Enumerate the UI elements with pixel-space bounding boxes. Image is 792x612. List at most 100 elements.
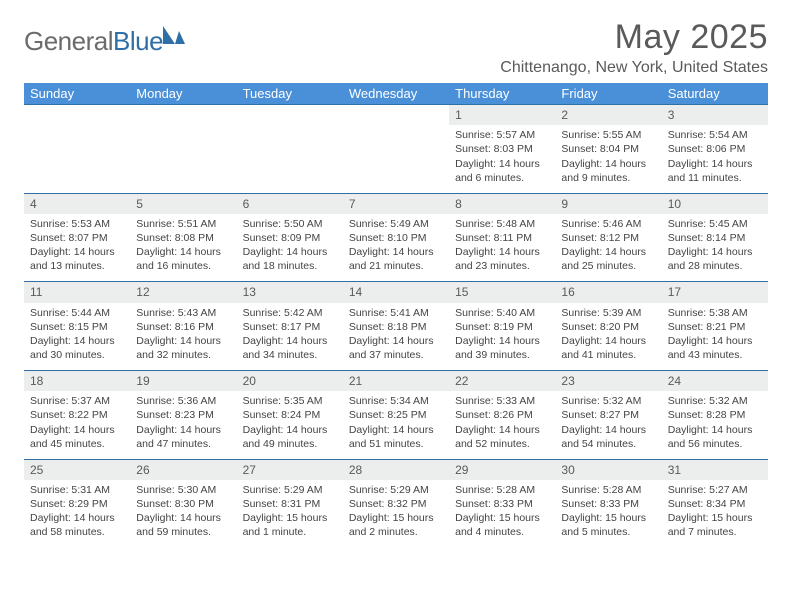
sunset-line: Sunset: 8:33 PM xyxy=(561,497,655,511)
sunrise-line: Sunrise: 5:43 AM xyxy=(136,306,230,320)
weekday-header: Monday xyxy=(130,83,236,105)
sunset-line: Sunset: 8:21 PM xyxy=(668,320,762,334)
day-number-cell: 7 xyxy=(343,193,449,214)
day-number-cell: 29 xyxy=(449,459,555,480)
sunrise-line: Sunrise: 5:55 AM xyxy=(561,128,655,142)
day-info-cell: Sunrise: 5:50 AMSunset: 8:09 PMDaylight:… xyxy=(237,214,343,282)
day-number-cell: 8 xyxy=(449,193,555,214)
sunrise-line: Sunrise: 5:44 AM xyxy=(30,306,124,320)
day-info-cell: Sunrise: 5:28 AMSunset: 8:33 PMDaylight:… xyxy=(449,480,555,548)
sunrise-line: Sunrise: 5:49 AM xyxy=(349,217,443,231)
day-number-cell: 28 xyxy=(343,459,449,480)
sunset-line: Sunset: 8:15 PM xyxy=(30,320,124,334)
sunset-line: Sunset: 8:17 PM xyxy=(243,320,337,334)
daylight-line: Daylight: 15 hours and 7 minutes. xyxy=(668,511,762,539)
calendar-table: Sunday Monday Tuesday Wednesday Thursday… xyxy=(24,83,768,548)
day-number-row: 25262728293031 xyxy=(24,459,768,480)
sunrise-line: Sunrise: 5:41 AM xyxy=(349,306,443,320)
logo-general: General xyxy=(24,26,113,56)
sunset-line: Sunset: 8:33 PM xyxy=(455,497,549,511)
sunset-line: Sunset: 8:11 PM xyxy=(455,231,549,245)
sunset-line: Sunset: 8:08 PM xyxy=(136,231,230,245)
day-number-cell: 24 xyxy=(662,371,768,392)
day-info-cell: Sunrise: 5:29 AMSunset: 8:32 PMDaylight:… xyxy=(343,480,449,548)
sunrise-line: Sunrise: 5:28 AM xyxy=(455,483,549,497)
day-number-cell: 27 xyxy=(237,459,343,480)
daylight-line: Daylight: 14 hours and 47 minutes. xyxy=(136,423,230,451)
sunset-line: Sunset: 8:09 PM xyxy=(243,231,337,245)
day-info-cell: Sunrise: 5:38 AMSunset: 8:21 PMDaylight:… xyxy=(662,303,768,371)
day-number-cell xyxy=(343,105,449,126)
sunrise-line: Sunrise: 5:28 AM xyxy=(561,483,655,497)
day-info-row: Sunrise: 5:37 AMSunset: 8:22 PMDaylight:… xyxy=(24,391,768,459)
sunrise-line: Sunrise: 5:45 AM xyxy=(668,217,762,231)
sunset-line: Sunset: 8:14 PM xyxy=(668,231,762,245)
day-number-cell: 4 xyxy=(24,193,130,214)
day-info-cell: Sunrise: 5:41 AMSunset: 8:18 PMDaylight:… xyxy=(343,303,449,371)
day-number-cell: 30 xyxy=(555,459,661,480)
day-number-cell: 9 xyxy=(555,193,661,214)
logo-sail-icon xyxy=(161,24,187,51)
day-info-cell: Sunrise: 5:57 AMSunset: 8:03 PMDaylight:… xyxy=(449,125,555,193)
day-info-cell: Sunrise: 5:28 AMSunset: 8:33 PMDaylight:… xyxy=(555,480,661,548)
day-number-cell: 17 xyxy=(662,282,768,303)
day-number-row: 18192021222324 xyxy=(24,371,768,392)
day-number-row: 123 xyxy=(24,105,768,126)
sunrise-line: Sunrise: 5:38 AM xyxy=(668,306,762,320)
day-number-cell: 26 xyxy=(130,459,236,480)
daylight-line: Daylight: 14 hours and 51 minutes. xyxy=(349,423,443,451)
daylight-line: Daylight: 14 hours and 41 minutes. xyxy=(561,334,655,362)
sunset-line: Sunset: 8:20 PM xyxy=(561,320,655,334)
sunset-line: Sunset: 8:29 PM xyxy=(30,497,124,511)
day-info-row: Sunrise: 5:44 AMSunset: 8:15 PMDaylight:… xyxy=(24,303,768,371)
sunset-line: Sunset: 8:22 PM xyxy=(30,408,124,422)
day-info-cell: Sunrise: 5:27 AMSunset: 8:34 PMDaylight:… xyxy=(662,480,768,548)
sunrise-line: Sunrise: 5:30 AM xyxy=(136,483,230,497)
daylight-line: Daylight: 14 hours and 18 minutes. xyxy=(243,245,337,273)
day-info-cell: Sunrise: 5:55 AMSunset: 8:04 PMDaylight:… xyxy=(555,125,661,193)
sunset-line: Sunset: 8:19 PM xyxy=(455,320,549,334)
day-number-cell: 19 xyxy=(130,371,236,392)
sunset-line: Sunset: 8:07 PM xyxy=(30,231,124,245)
day-info-cell: Sunrise: 5:35 AMSunset: 8:24 PMDaylight:… xyxy=(237,391,343,459)
daylight-line: Daylight: 14 hours and 37 minutes. xyxy=(349,334,443,362)
day-number-cell: 16 xyxy=(555,282,661,303)
sunset-line: Sunset: 8:27 PM xyxy=(561,408,655,422)
sunset-line: Sunset: 8:23 PM xyxy=(136,408,230,422)
daylight-line: Daylight: 14 hours and 16 minutes. xyxy=(136,245,230,273)
day-number-cell: 20 xyxy=(237,371,343,392)
day-number-cell: 1 xyxy=(449,105,555,126)
daylight-line: Daylight: 14 hours and 9 minutes. xyxy=(561,157,655,185)
sunrise-line: Sunrise: 5:42 AM xyxy=(243,306,337,320)
day-info-cell: Sunrise: 5:48 AMSunset: 8:11 PMDaylight:… xyxy=(449,214,555,282)
day-number-cell: 15 xyxy=(449,282,555,303)
day-info-cell: Sunrise: 5:45 AMSunset: 8:14 PMDaylight:… xyxy=(662,214,768,282)
day-info-cell: Sunrise: 5:44 AMSunset: 8:15 PMDaylight:… xyxy=(24,303,130,371)
sunset-line: Sunset: 8:30 PM xyxy=(136,497,230,511)
sunrise-line: Sunrise: 5:50 AM xyxy=(243,217,337,231)
logo: GeneralBlue xyxy=(24,18,187,57)
daylight-line: Daylight: 14 hours and 43 minutes. xyxy=(668,334,762,362)
day-number-cell: 11 xyxy=(24,282,130,303)
weekday-header: Tuesday xyxy=(237,83,343,105)
day-number-cell: 31 xyxy=(662,459,768,480)
day-number-cell: 23 xyxy=(555,371,661,392)
day-info-row: Sunrise: 5:57 AMSunset: 8:03 PMDaylight:… xyxy=(24,125,768,193)
day-number-cell: 21 xyxy=(343,371,449,392)
day-info-cell xyxy=(24,125,130,193)
day-info-cell: Sunrise: 5:49 AMSunset: 8:10 PMDaylight:… xyxy=(343,214,449,282)
daylight-line: Daylight: 14 hours and 56 minutes. xyxy=(668,423,762,451)
day-info-cell: Sunrise: 5:46 AMSunset: 8:12 PMDaylight:… xyxy=(555,214,661,282)
daylight-line: Daylight: 15 hours and 5 minutes. xyxy=(561,511,655,539)
day-info-cell: Sunrise: 5:53 AMSunset: 8:07 PMDaylight:… xyxy=(24,214,130,282)
day-info-cell xyxy=(343,125,449,193)
day-info-cell: Sunrise: 5:32 AMSunset: 8:28 PMDaylight:… xyxy=(662,391,768,459)
daylight-line: Daylight: 14 hours and 25 minutes. xyxy=(561,245,655,273)
daylight-line: Daylight: 14 hours and 52 minutes. xyxy=(455,423,549,451)
day-info-cell xyxy=(237,125,343,193)
day-number-cell: 5 xyxy=(130,193,236,214)
daylight-line: Daylight: 14 hours and 30 minutes. xyxy=(30,334,124,362)
logo-blue: Blue xyxy=(113,26,163,56)
weekday-header: Thursday xyxy=(449,83,555,105)
sunrise-line: Sunrise: 5:32 AM xyxy=(668,394,762,408)
